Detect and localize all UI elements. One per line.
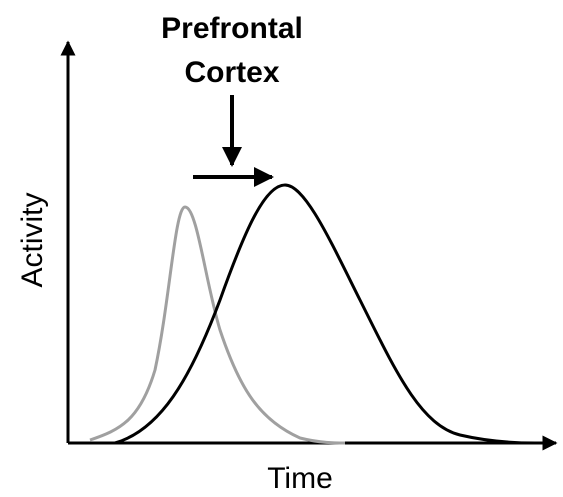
black-curve xyxy=(114,183,536,445)
annotation-line: Prefrontal xyxy=(161,12,303,45)
annotation-line: Cortex xyxy=(184,56,279,89)
y-axis-label: Activity xyxy=(16,192,49,287)
x-axis-label: Time xyxy=(267,462,333,495)
gray-curve xyxy=(89,205,346,445)
